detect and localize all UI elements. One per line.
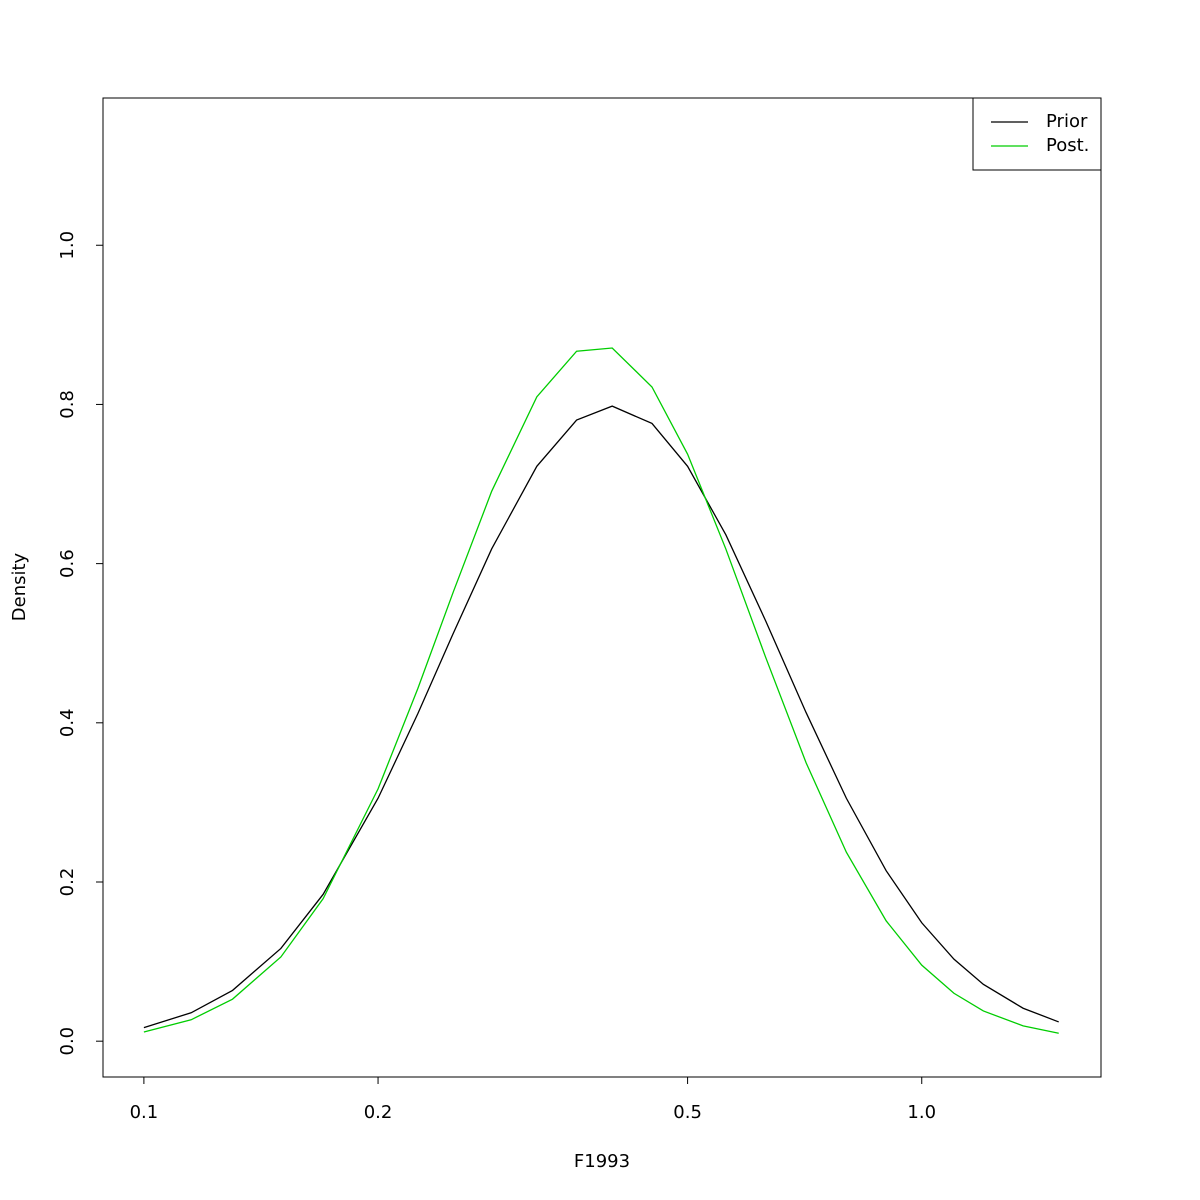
- y-tick-label: 0.8: [57, 390, 78, 419]
- legend-label: Prior: [1046, 111, 1088, 132]
- legend-label: Post.: [1046, 135, 1089, 156]
- y-tick-label: 0.0: [57, 1027, 78, 1056]
- x-tick-label: 1.0: [907, 1102, 936, 1123]
- legend-box: [972, 97, 1102, 171]
- y-tick-label: 0.6: [57, 549, 78, 578]
- y-tick-label: 0.2: [57, 868, 78, 897]
- line-series: [143, 405, 1059, 1029]
- x-tick-label: 0.1: [130, 1102, 159, 1123]
- y-tick-label: 0.4: [57, 708, 78, 737]
- plot-frame: [102, 97, 1102, 1078]
- x-tick-label: 0.5: [673, 1102, 702, 1123]
- line-series: [143, 347, 1059, 1034]
- y-axis-label: Density: [9, 552, 30, 621]
- x-axis-label: F1993: [574, 1151, 630, 1172]
- y-tick-label: 1.0: [57, 231, 78, 260]
- x-tick-label: 0.2: [364, 1102, 393, 1123]
